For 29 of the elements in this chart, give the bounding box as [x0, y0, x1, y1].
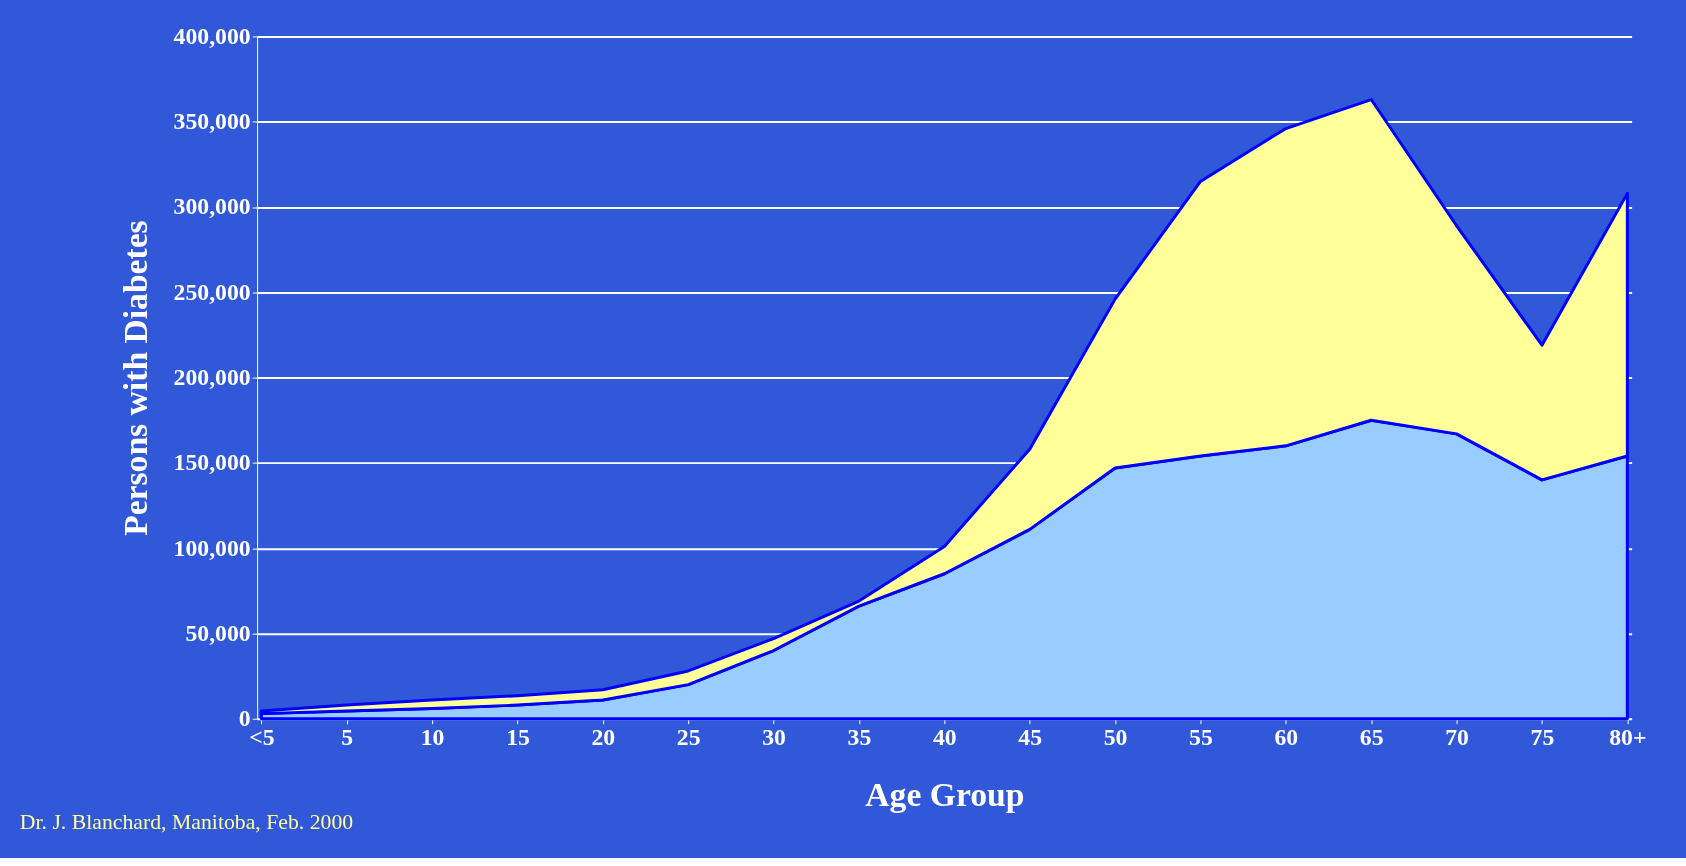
x-tick-label: 45: [1018, 723, 1043, 750]
x-tick-label: 60: [1274, 723, 1299, 750]
x-tick-label: 30: [762, 723, 786, 750]
text: Dr. J. Blanchard, Manitoba, Feb. 2000: [19, 810, 354, 835]
x-tick-label: 35: [847, 723, 872, 750]
y-tick-label: 400,000: [173, 22, 251, 49]
x-tick-label: <5: [249, 723, 275, 750]
y-tick-label: 250,000: [173, 278, 251, 305]
x-tick-label: 50: [1103, 723, 1128, 750]
x-tick-label: 70: [1445, 723, 1469, 750]
x-tick-label: 40: [932, 723, 957, 750]
y-tick-label: 100,000: [173, 534, 251, 561]
x-axis-title: Age Group: [865, 776, 1025, 814]
x-tick-label: 80+: [1609, 723, 1647, 750]
x-tick-label: 65: [1359, 723, 1384, 750]
y-tick-label: 50,000: [185, 619, 251, 646]
x-tick-label: 15: [506, 723, 530, 750]
y-axis-title: Persons with Diabetes: [116, 220, 154, 536]
y-tick-label: 0: [238, 705, 251, 732]
x-tick-label: 20: [591, 723, 616, 750]
y-tick-label: 300,000: [173, 193, 251, 220]
x-tick-label: 75: [1530, 723, 1555, 750]
y-tick-label: 350,000: [173, 108, 251, 135]
y-tick-label: 150,000: [173, 449, 251, 476]
x-tick-label: 5: [341, 723, 354, 750]
x-tick-label: 25: [676, 723, 701, 750]
x-tick-label: 55: [1189, 723, 1213, 750]
x-tick-label: 10: [420, 723, 445, 750]
y-tick-label: 200,000: [173, 364, 251, 390]
